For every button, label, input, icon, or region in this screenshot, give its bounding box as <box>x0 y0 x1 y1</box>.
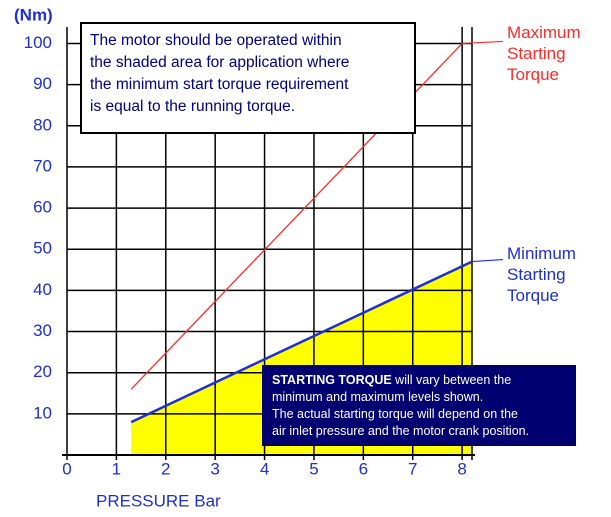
y-tick-label: 60 <box>33 198 52 217</box>
y-tick-label: 90 <box>33 74 52 93</box>
x-tick-label: 1 <box>112 459 121 478</box>
x-tick-label: 7 <box>408 459 417 478</box>
y-tick-label: 10 <box>33 403 52 422</box>
x-tick-label: 5 <box>309 459 318 478</box>
x-tick-label: 8 <box>457 459 466 478</box>
legend-label: Maximum Starting Torque <box>507 23 581 84</box>
x-tick-label: 6 <box>359 459 368 478</box>
x-tick-label: 2 <box>161 459 170 478</box>
x-axis-label: PRESSURE Bar <box>96 491 221 510</box>
note-line: is equal to the running torque. <box>90 98 296 115</box>
x-tick-label: 4 <box>260 459 269 478</box>
note-line: the minimum start torque requirement <box>90 76 349 93</box>
y-tick-label: 80 <box>33 115 52 134</box>
y-unit: (Nm) <box>14 5 53 24</box>
note-line: minimum and maximum levels shown. <box>272 390 484 404</box>
note-text: will vary between the <box>391 373 512 387</box>
leader-line <box>471 258 504 263</box>
y-tick-label: 50 <box>33 239 52 258</box>
note-line: the shaded area for application where <box>90 54 350 71</box>
x-tick-label: 3 <box>210 459 219 478</box>
note-line: The motor should be operated within <box>90 32 342 49</box>
note-line: STARTING TORQUE will vary between the <box>272 372 566 389</box>
leader-line <box>462 40 504 45</box>
y-tick-label: 30 <box>33 321 52 340</box>
note-bold: STARTING TORQUE <box>272 373 392 387</box>
y-tick-label: 70 <box>33 156 52 175</box>
legend-label: Minimum Starting Torque <box>507 244 576 305</box>
y-tick-label: 20 <box>33 362 52 381</box>
series-line <box>130 260 473 424</box>
note-bottom: STARTING TORQUE will vary between the mi… <box>262 365 576 446</box>
note-line: air inlet pressure and the motor crank p… <box>272 424 530 438</box>
note-top: The motor should be operated within the s… <box>80 22 416 134</box>
y-tick-label: 40 <box>33 280 52 299</box>
note-line: The actual starting torque will depend o… <box>272 407 518 421</box>
y-tick-label: 100 <box>24 33 52 52</box>
x-tick-label: 0 <box>62 459 71 478</box>
